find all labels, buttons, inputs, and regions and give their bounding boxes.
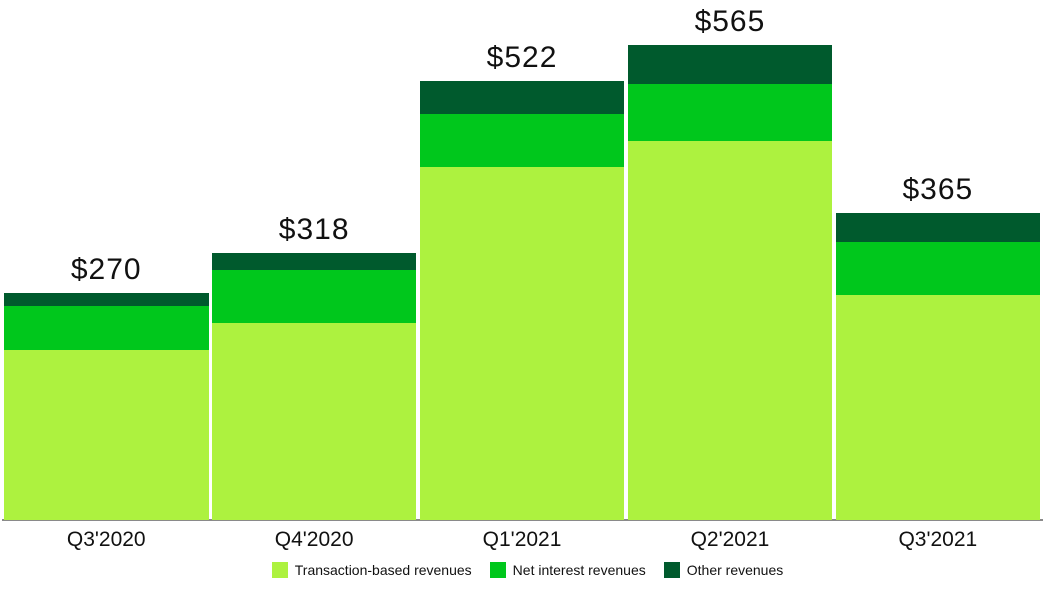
legend: Transaction-based revenues Net interest …: [0, 562, 1055, 578]
segment-transaction-based-revenues-q4-2020: [211, 323, 417, 520]
segment-other-revenues-q1-2021: [419, 81, 625, 114]
legend-label: Net interest revenues: [512, 562, 646, 578]
x-tick-label-q2-2021: Q2'2021: [690, 528, 770, 551]
segment-other-revenues-q3-2021: [835, 213, 1041, 242]
legend-label: Transaction-based revenues: [294, 562, 472, 578]
segment-net-interest-revenues-q4-2020: [211, 270, 417, 323]
segment-net-interest-revenues-q3-2021: [835, 242, 1041, 295]
segment-net-interest-revenues-q2-2021: [627, 84, 833, 141]
bar-q3-2020: [4, 293, 209, 520]
bar-total-label-q1-2021: $522: [486, 41, 558, 74]
segment-transaction-based-revenues-q3-2021: [835, 295, 1041, 520]
bar-q1-2021: [419, 81, 625, 520]
segment-other-revenues-q2-2021: [627, 45, 833, 84]
segment-transaction-based-revenues-q2-2021: [627, 141, 833, 520]
x-tick-label-q1-2021: Q1'2021: [482, 528, 562, 551]
legend-label: Other revenues: [686, 562, 784, 578]
legend-item-net-interest-revenues: Net interest revenues: [489, 562, 646, 578]
x-tick-label-q3-2021: Q3'2021: [898, 528, 978, 551]
legend-swatch-other-revenues: [663, 562, 680, 578]
legend-swatch-net-interest-revenues: [489, 562, 506, 578]
legend-swatch-transaction-based-revenues: [271, 562, 288, 578]
segment-other-revenues-q4-2020: [211, 253, 417, 270]
segment-net-interest-revenues-q3-2020: [4, 306, 209, 350]
segment-transaction-based-revenues-q3-2020: [4, 350, 209, 520]
bar-total-label-q3-2021: $365: [902, 173, 974, 206]
bar-q2-2021: [627, 45, 833, 520]
x-tick-label-q4-2020: Q4'2020: [274, 528, 354, 551]
bar-total-label-q2-2021: $565: [694, 5, 766, 38]
legend-item-other-revenues: Other revenues: [663, 562, 784, 578]
legend-item-transaction-based-revenues: Transaction-based revenues: [271, 562, 472, 578]
bar-q4-2020: [211, 253, 417, 520]
segment-transaction-based-revenues-q1-2021: [419, 167, 625, 520]
segment-other-revenues-q3-2020: [4, 293, 209, 306]
x-axis-line: [2, 519, 1043, 521]
bar-q3-2021: [835, 213, 1041, 520]
bar-total-label-q3-2020: $270: [70, 253, 142, 286]
bar-total-label-q4-2020: $318: [278, 213, 350, 246]
x-tick-label-q3-2020: Q3'2020: [66, 528, 146, 551]
segment-net-interest-revenues-q1-2021: [419, 114, 625, 167]
